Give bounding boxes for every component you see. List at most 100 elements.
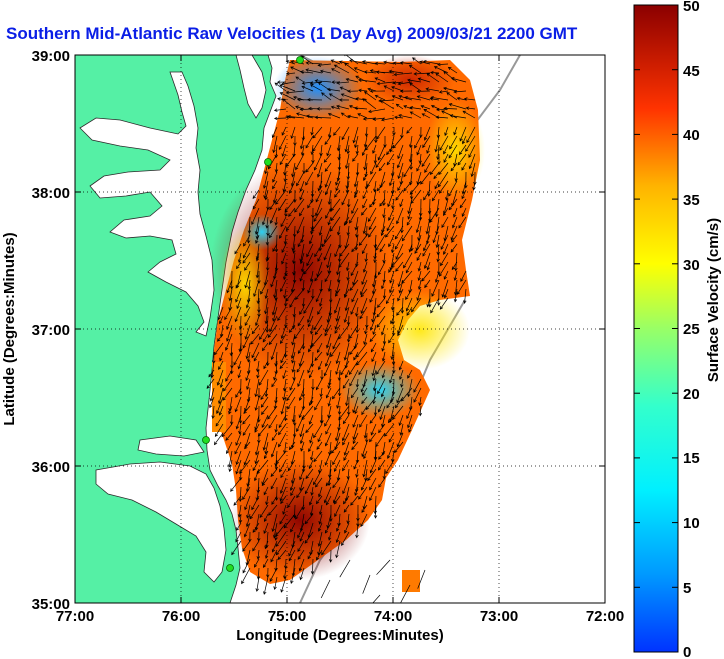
velocity-arrow: [216, 396, 224, 415]
velocity-arrow: [281, 144, 287, 157]
velocity-arrow: [448, 180, 458, 197]
velocity-arrow: [254, 558, 260, 568]
velocity-arrow: [223, 378, 233, 392]
colorbar-tick-label: 50: [683, 0, 700, 15]
velocity-arrow: [336, 261, 341, 276]
velocity-arrow: [260, 279, 269, 295]
velocity-arrow: [349, 207, 359, 224]
velocity-arrow: [381, 369, 386, 379]
velocity-arrow: [383, 60, 395, 65]
velocity-arrow: [346, 513, 350, 525]
velocity-arrow: [285, 60, 296, 65]
velocity-arrow: [422, 135, 431, 149]
velocity-arrow: [313, 450, 323, 463]
velocity-arrow: [352, 423, 359, 441]
velocity-arrow: [295, 153, 305, 171]
velocity-arrow: [275, 522, 287, 537]
velocity-arrow: [413, 378, 422, 393]
velocity-arrow: [283, 297, 288, 308]
radar-stations: [202, 56, 304, 572]
velocity-arrow: [225, 369, 233, 382]
velocity-arrow: [444, 126, 449, 137]
velocity-arrow: [363, 135, 368, 148]
velocity-arrow: [307, 549, 314, 560]
velocity-arrow: [453, 270, 458, 282]
velocity-arrow: [436, 126, 441, 139]
velocity-arrow: [370, 423, 377, 436]
velocity-arrow: [374, 61, 386, 66]
velocity-arrow: [358, 234, 368, 246]
velocity-arrow: [315, 495, 323, 505]
velocity-arrow: [461, 207, 467, 217]
velocity-arrow: [291, 351, 296, 364]
velocity-arrow: [443, 106, 458, 111]
velocity-arrow: [351, 441, 359, 451]
velocity-arrow: [346, 396, 351, 416]
velocity-arrow: [290, 342, 296, 360]
velocity-arrow: [373, 180, 377, 193]
velocity-arrow: [301, 333, 306, 350]
velocity-arrow: [318, 513, 323, 525]
velocity-arrow: [367, 87, 377, 92]
velocity-arrow: [463, 97, 476, 101]
velocity-arrow: [341, 189, 350, 206]
velocity-arrow: [308, 342, 314, 353]
velocity-arrow: [254, 315, 260, 327]
velocity-arrow: [305, 171, 314, 186]
velocity-arrow: [454, 171, 458, 182]
colorbar-ticks: [634, 4, 678, 653]
velocity-arrow: [319, 69, 332, 74]
velocity-arrow: [350, 297, 359, 315]
velocity-arrow: [235, 288, 242, 303]
velocity-arrow: [313, 207, 323, 223]
velocity-arrow: [289, 477, 296, 491]
velocity-arrow: [301, 297, 306, 308]
velocity-arrow: [354, 405, 359, 415]
velocity-arrow: [364, 252, 368, 263]
velocity-arrow: [309, 324, 314, 335]
velocity-arrow: [297, 522, 305, 539]
velocity-arrow: [360, 378, 368, 393]
velocity-arrow: [319, 387, 323, 398]
velocity-arrow: [275, 189, 287, 205]
velocity-arrow: [461, 135, 467, 145]
velocity-arrow: [305, 61, 323, 65]
velocity-arrow: [354, 216, 359, 231]
colorbar-tick-label: 15: [683, 450, 700, 467]
velocity-arrow: [407, 78, 422, 83]
velocity-arrow: [406, 216, 413, 226]
velocity-arrow: [427, 180, 431, 197]
velocity-arrow: [371, 306, 377, 323]
velocity-arrow: [345, 387, 350, 407]
y-tick-label: 39:00: [32, 48, 70, 65]
velocity-arrow: [465, 135, 476, 152]
velocity-arrow: [254, 378, 260, 398]
velocity-arrow: [314, 270, 323, 282]
velocity-arrow: [279, 84, 296, 92]
velocity-arrow: [392, 127, 396, 136]
velocity-arrow: [309, 84, 323, 92]
velocity-arrow: [348, 360, 359, 376]
velocity-arrow: [378, 423, 386, 434]
velocity-arrow: [397, 288, 404, 302]
velocity-arrow: [297, 315, 305, 327]
velocity-arrow: [263, 576, 269, 595]
velocity-arrow: [317, 252, 323, 262]
velocity-arrow: [376, 315, 386, 328]
velocity-arrow: [382, 288, 387, 300]
velocity-arrow: [395, 243, 404, 260]
velocity-arrow: [336, 522, 341, 532]
velocity-arrow: [395, 261, 404, 272]
velocity-arrow: [395, 207, 404, 225]
velocity-arrow: [299, 423, 305, 438]
velocity-arrow: [274, 459, 279, 471]
velocity-arrow: [330, 342, 341, 358]
velocity-arrow: [346, 270, 350, 281]
velocity-arrow: [335, 180, 341, 192]
velocity-arrow: [313, 468, 323, 486]
velocity-arrow: [295, 105, 305, 110]
velocity-arrow: [443, 153, 449, 163]
velocity-arrow: [269, 198, 278, 211]
velocity-arrow: [277, 97, 287, 101]
velocity-arrow: [365, 396, 377, 411]
